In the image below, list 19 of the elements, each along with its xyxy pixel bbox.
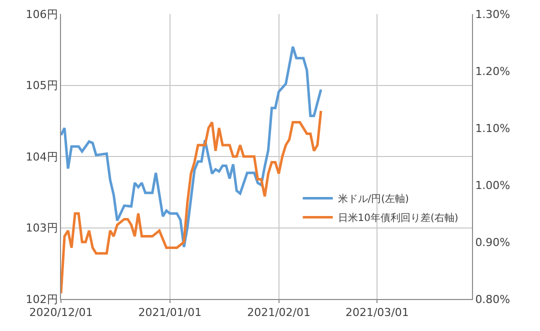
- y2-tick-label: 1.00%: [475, 178, 510, 192]
- y2-tick-label: 1.30%: [475, 8, 510, 21]
- legend-label: 米ドル/円(左軸): [338, 193, 410, 206]
- x-tick-label: 2021/02/01: [247, 306, 310, 320]
- line-series: [61, 46, 322, 248]
- y2-tick-label: 1.20%: [475, 64, 510, 78]
- y-tick-label: 104円: [26, 150, 58, 164]
- y2-tick-label: 0.90%: [475, 236, 510, 249]
- y2-tick-label: 0.80%: [475, 292, 510, 306]
- y-tick-label: 106円: [26, 8, 58, 21]
- x-tick-label: 2021/01/01: [138, 306, 202, 320]
- x-tick-label: 2021/03/01: [345, 306, 409, 320]
- legend-label: 日米10年債利回り差(右軸): [338, 212, 458, 224]
- line-series: [61, 110, 322, 295]
- x-tick-label: 2020/12/01: [29, 306, 93, 320]
- y-tick-label: 102円: [26, 292, 58, 306]
- y-tick-label: 105円: [26, 79, 58, 92]
- y2-tick-label: 1.10%: [475, 122, 510, 135]
- y-tick-label: 103円: [26, 222, 58, 235]
